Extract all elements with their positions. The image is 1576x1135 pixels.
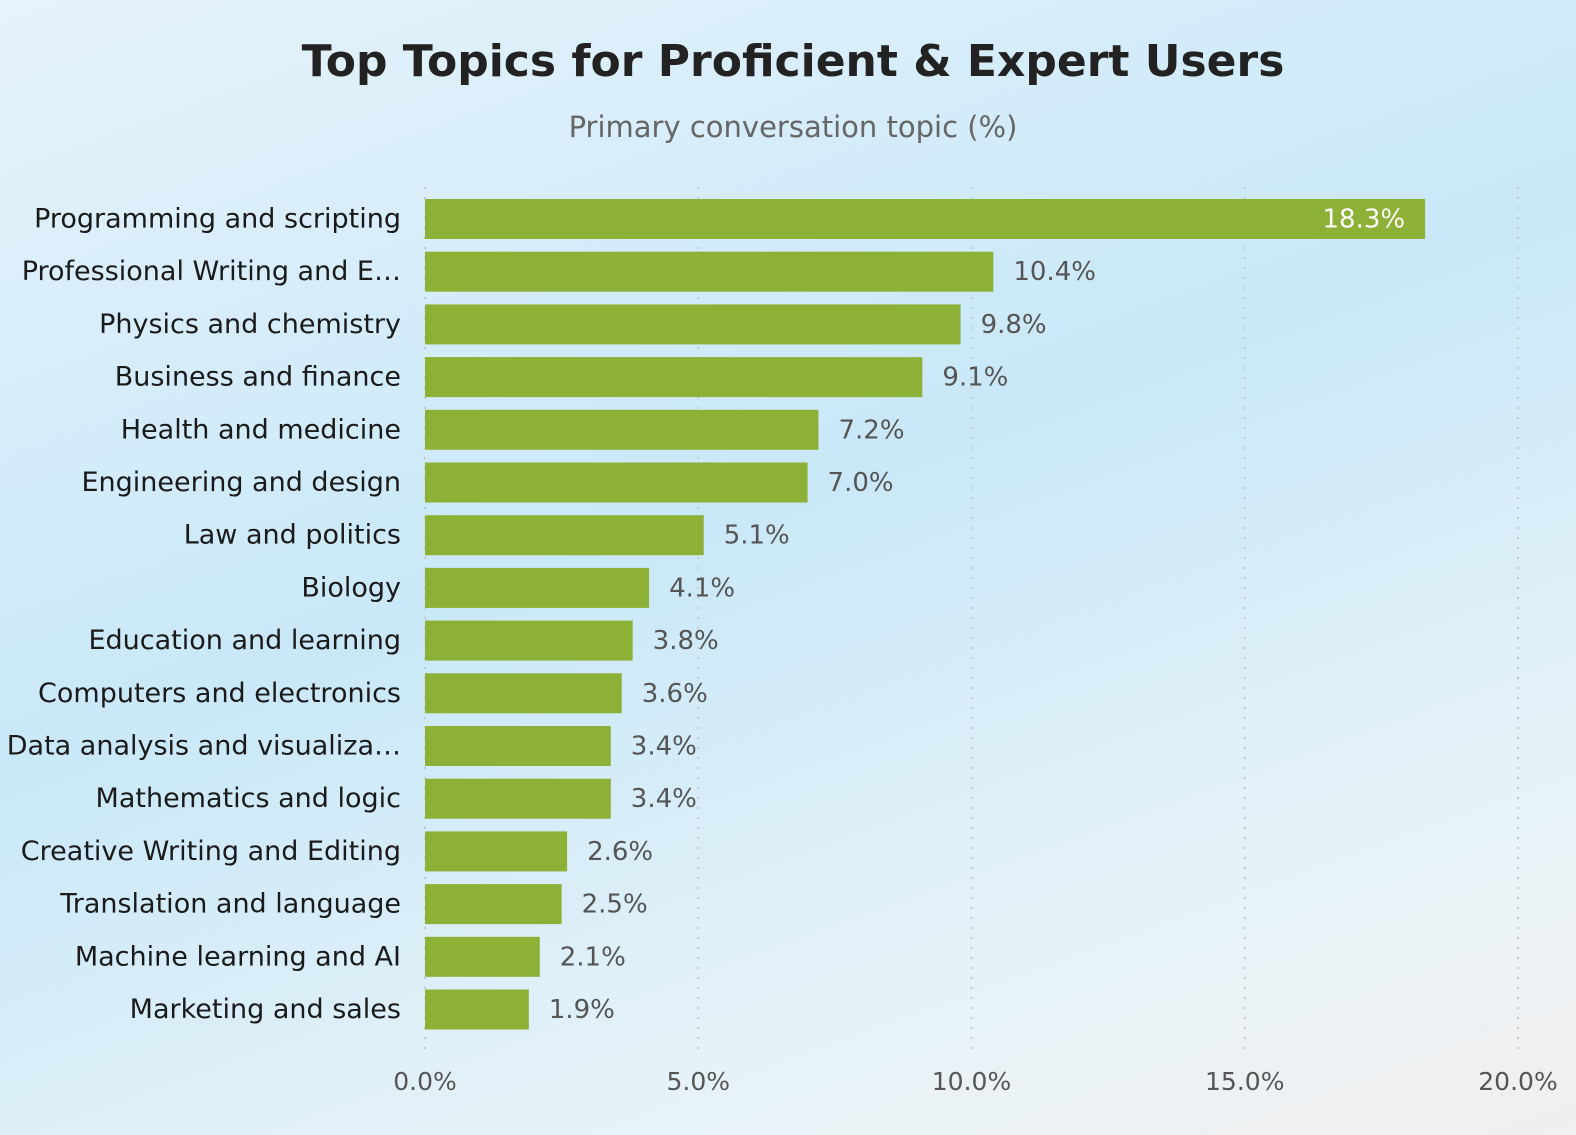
value-label: 2.1% <box>560 942 626 972</box>
value-label: 9.1% <box>942 363 1008 393</box>
value-label: 3.8% <box>653 626 719 656</box>
y-tick-label: Engineering and design <box>81 467 401 498</box>
bar <box>425 462 808 503</box>
bar <box>425 515 704 556</box>
value-label: 4.1% <box>669 573 735 603</box>
y-tick-label: Physics and chemistry <box>99 309 401 340</box>
bar <box>425 199 1426 239</box>
y-tick-label: Mathematics and logic <box>96 783 401 814</box>
value-label: 5.1% <box>724 521 790 551</box>
x-tick-label: 10.0% <box>932 1067 1011 1096</box>
value-label: 18.3% <box>1322 205 1405 235</box>
y-tick-label: Law and politics <box>184 520 401 551</box>
value-label: 3.6% <box>642 679 708 709</box>
value-label: 2.5% <box>582 890 648 920</box>
bar <box>425 620 633 661</box>
bar <box>425 778 611 819</box>
x-tick-label: 15.0% <box>1205 1067 1284 1096</box>
chart-subtitle: Primary conversation topic (%) <box>569 110 1018 144</box>
y-tick-label: Health and medicine <box>121 414 401 445</box>
value-label: 10.4% <box>1013 257 1096 287</box>
y-tick-label: Machine learning and AI <box>75 941 401 972</box>
bar <box>425 989 529 1030</box>
y-tick-label: Marketing and sales <box>130 994 401 1025</box>
chart-title: Top Topics for Proficient & Expert Users <box>302 36 1285 87</box>
bar <box>425 357 923 398</box>
y-tick-label: Education and learning <box>88 625 401 656</box>
bar <box>425 567 650 608</box>
bar <box>425 831 568 872</box>
y-tick-label: Business and finance <box>115 362 401 393</box>
y-tick-label: Computers and electronics <box>38 678 401 709</box>
bar <box>425 673 622 714</box>
value-label: 3.4% <box>631 732 697 762</box>
y-tick-label: Professional Writing and E… <box>22 256 401 287</box>
x-tick-label: 5.0% <box>666 1067 730 1096</box>
value-label: 7.0% <box>828 468 894 498</box>
bar <box>425 304 961 345</box>
value-label: 3.4% <box>631 784 697 814</box>
x-tick-label: 20.0% <box>1478 1067 1557 1096</box>
value-label: 9.8% <box>981 310 1047 340</box>
x-tick-label: 0.0% <box>393 1067 457 1096</box>
bar <box>425 409 819 450</box>
bar <box>425 936 540 977</box>
y-tick-label: Creative Writing and Editing <box>21 836 401 867</box>
y-tick-label: Programming and scripting <box>34 204 401 235</box>
y-tick-label: Biology <box>301 572 401 603</box>
y-tick-label: Translation and language <box>59 889 401 920</box>
bar <box>425 726 611 766</box>
bar <box>425 884 562 925</box>
value-label: 1.9% <box>549 995 615 1025</box>
value-label: 2.6% <box>587 837 653 867</box>
bar <box>425 251 994 292</box>
value-label: 7.2% <box>838 415 904 445</box>
y-tick-label: Data analysis and visualiza… <box>7 731 401 762</box>
